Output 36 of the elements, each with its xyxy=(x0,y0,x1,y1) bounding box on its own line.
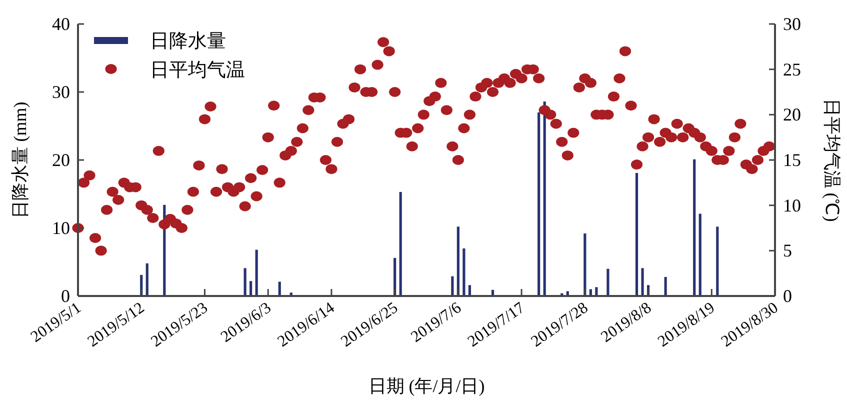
y-tick-label: 40 xyxy=(52,14,70,34)
y2-tick-label: 25 xyxy=(783,59,801,80)
y2-tick-label: 20 xyxy=(783,104,801,125)
bar xyxy=(641,268,644,296)
bar xyxy=(462,248,466,296)
bar xyxy=(538,112,540,296)
bar xyxy=(635,172,638,296)
legend-label: 日平均气温 xyxy=(150,60,245,81)
y-tick-label: 10 xyxy=(52,218,70,238)
y2-tick-label: 15 xyxy=(783,150,801,170)
y2-tick-label: 0 xyxy=(783,286,792,306)
bar xyxy=(698,214,702,296)
bar xyxy=(606,268,610,296)
bar xyxy=(456,226,460,296)
y2-tick-label: 10 xyxy=(783,195,801,216)
y-tick-label: 0 xyxy=(61,286,70,306)
bar xyxy=(543,102,546,296)
bar xyxy=(716,226,719,296)
bar xyxy=(584,233,586,296)
x-axis-title: 日期 (年/月/日) xyxy=(368,376,485,396)
bar xyxy=(664,276,667,296)
bar xyxy=(278,282,281,296)
y-tick-label: 20 xyxy=(52,150,70,170)
bar xyxy=(244,268,246,296)
y2-tick-label: 5 xyxy=(783,240,792,261)
y-tick-label: 30 xyxy=(52,82,70,102)
bar xyxy=(451,276,454,296)
bar xyxy=(250,281,252,296)
y2-tick-label: 30 xyxy=(783,14,801,34)
bar xyxy=(255,250,258,296)
legend-label: 日降水量 xyxy=(150,31,226,52)
y-axis-title: 日降水量 (mm) xyxy=(10,102,30,218)
bar xyxy=(146,263,148,296)
bar xyxy=(693,159,696,296)
y2-axis-title: 日平均气温 (℃) xyxy=(822,98,842,222)
bar xyxy=(399,192,402,296)
